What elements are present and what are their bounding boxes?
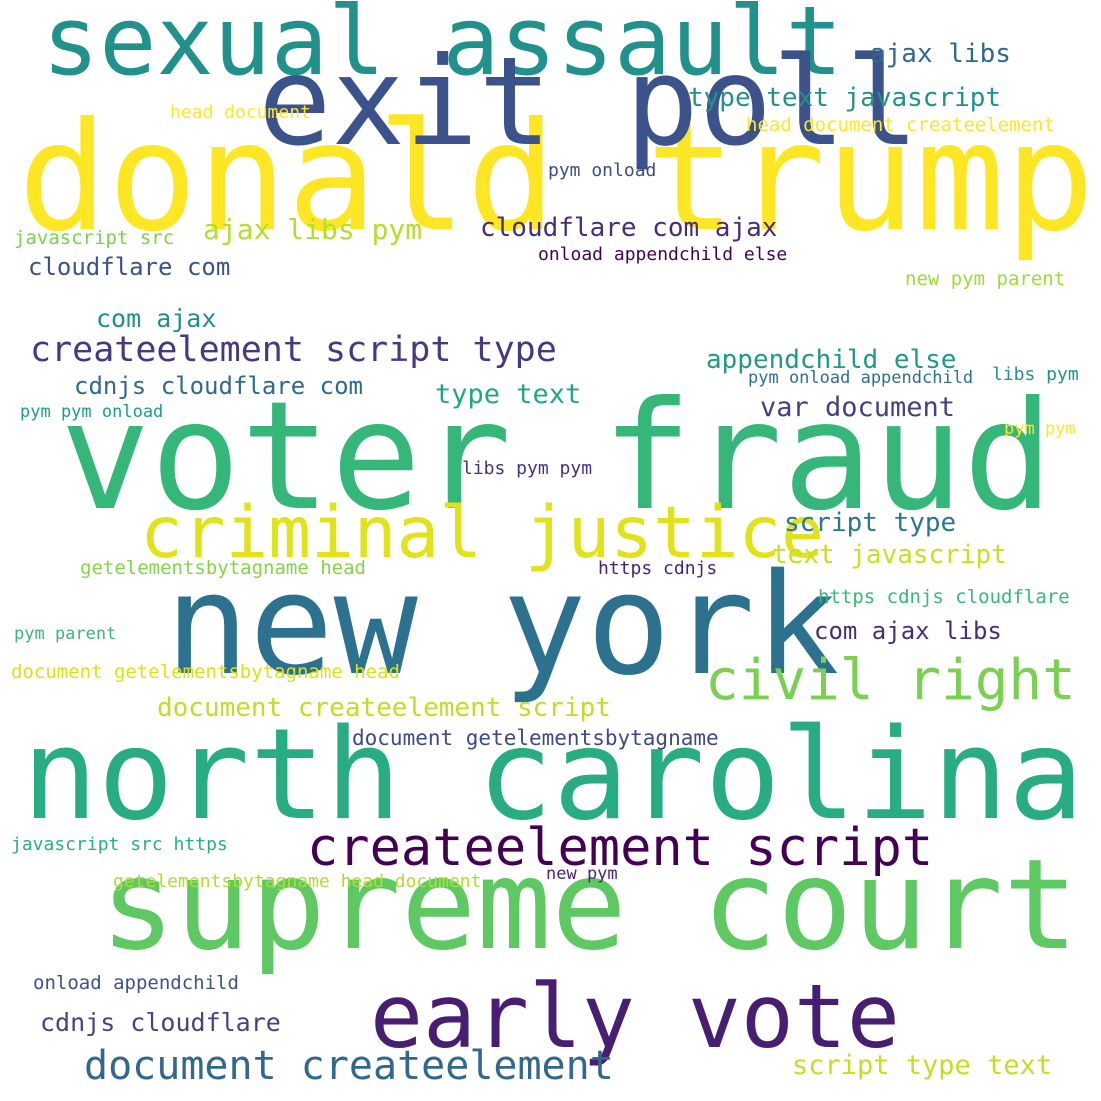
word-45: getelementsbytagname head document bbox=[113, 871, 482, 892]
word-26: pym onload appendchild bbox=[748, 368, 974, 388]
word-47: onload appendchild bbox=[33, 972, 239, 994]
word-20: javascript src bbox=[14, 227, 175, 249]
word-9: supreme court bbox=[100, 833, 1079, 978]
word-29: type text bbox=[435, 379, 582, 410]
word-0: sexual assault bbox=[42, 0, 843, 97]
word-11: document createelement bbox=[84, 1043, 614, 1089]
word-31: var document bbox=[760, 392, 956, 423]
word-21: onload appendchild else bbox=[538, 244, 788, 265]
word-8: createelement script bbox=[307, 818, 934, 878]
word-19: ajax libs pym bbox=[203, 213, 423, 246]
word-1: donald trump bbox=[18, 91, 1095, 265]
word-16: head document createelement bbox=[746, 114, 1055, 136]
word-48: cdnjs cloudflare bbox=[40, 1008, 281, 1037]
word-5: new york bbox=[165, 544, 840, 707]
word-18: cloudflare com ajax bbox=[480, 213, 778, 243]
word-28: cdnjs cloudflare com bbox=[74, 372, 363, 400]
word-33: libs pym pym bbox=[462, 458, 593, 479]
word-25: appendchild else bbox=[706, 345, 957, 375]
word-46: new pym bbox=[546, 864, 618, 884]
word-13: ajax libs bbox=[870, 39, 1011, 69]
word-42: document createelement script bbox=[157, 693, 611, 723]
word-23: new pym parent bbox=[905, 268, 1066, 290]
word-38: https cdnjs cloudflare bbox=[818, 586, 1070, 608]
word-24: com ajax bbox=[96, 304, 217, 333]
word-15: head document bbox=[170, 102, 311, 123]
word-40: com ajax libs bbox=[814, 617, 1002, 645]
word-12: createelement script type bbox=[30, 330, 557, 370]
word-4: criminal justice bbox=[140, 491, 824, 574]
word-32: pym pym bbox=[1004, 419, 1076, 439]
word-27: libs pym bbox=[992, 364, 1079, 385]
word-34: script type bbox=[784, 508, 957, 538]
word-17: pym onload bbox=[548, 160, 657, 181]
word-3: voter fraud bbox=[60, 370, 1054, 544]
word-22: cloudflare com bbox=[28, 253, 231, 281]
word-10: early vote bbox=[370, 965, 900, 1068]
word-37: https cdnjs bbox=[598, 558, 718, 579]
word-49: script type text bbox=[792, 1050, 1053, 1081]
word-44: javascript src https bbox=[11, 834, 228, 855]
word-43: document getelementsbytagname bbox=[352, 726, 719, 750]
word-2: exit poll bbox=[258, 31, 920, 173]
word-6: civil right bbox=[705, 648, 1076, 713]
word-7: north carolina bbox=[22, 701, 1085, 848]
word-39: pym parent bbox=[14, 624, 117, 644]
word-36: getelementsbytagname head bbox=[80, 557, 366, 579]
word-41: document getelementsbytagname head bbox=[11, 661, 400, 683]
word-14: type text javascript bbox=[688, 83, 1002, 113]
word-35: text javascript bbox=[772, 540, 1007, 570]
word-30: pym pym onload bbox=[20, 402, 164, 422]
